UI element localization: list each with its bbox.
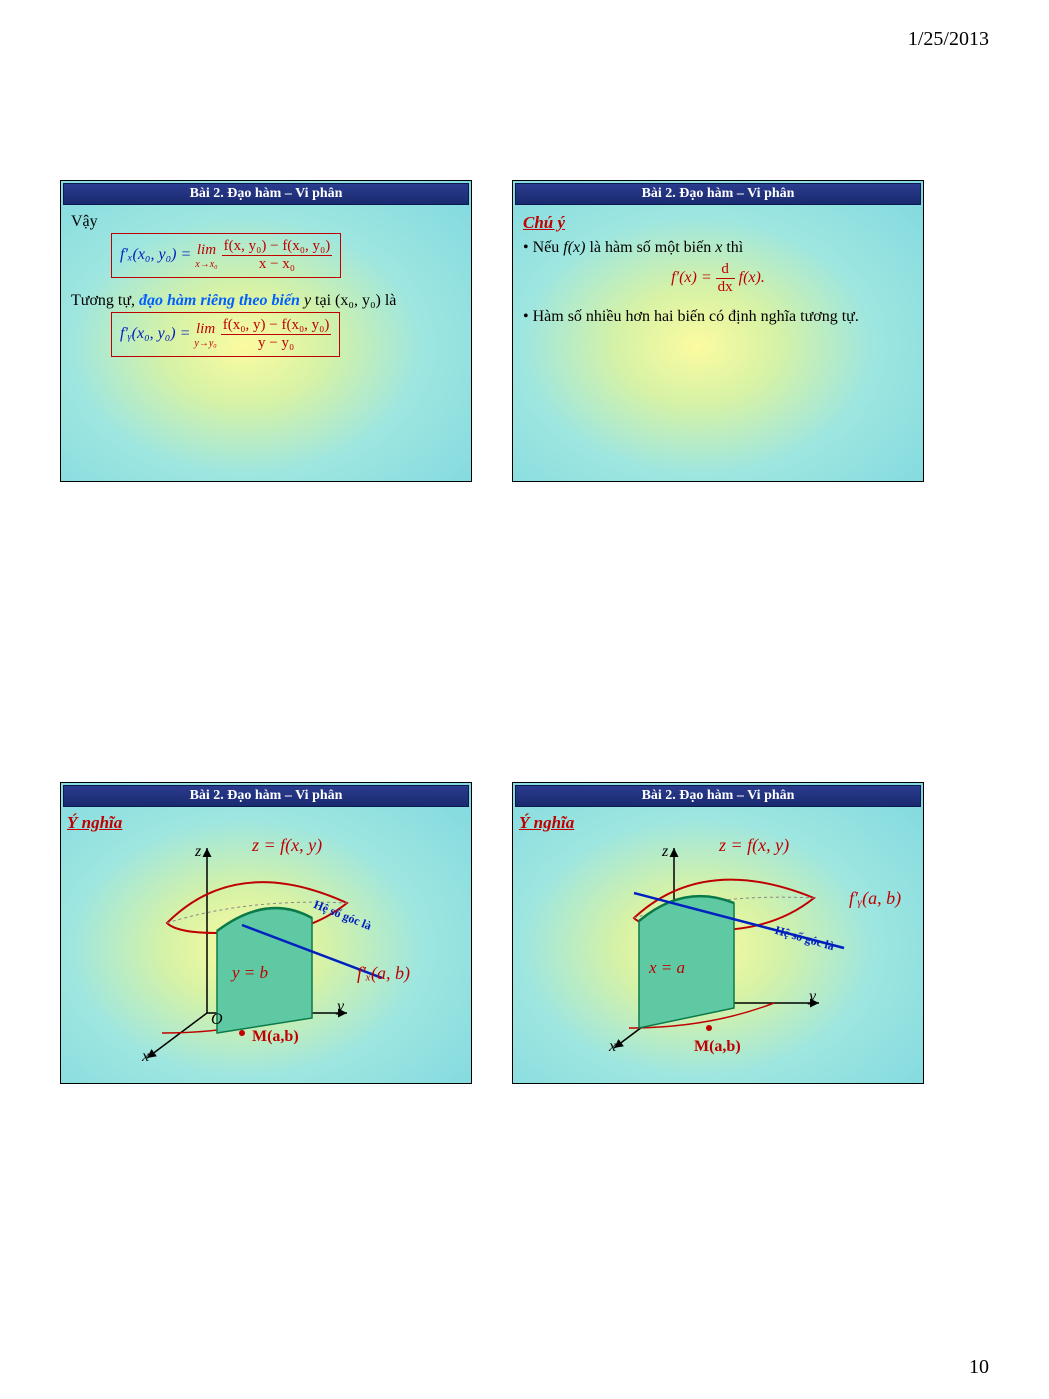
diagram-svg [519, 833, 919, 1073]
axis-z: z [195, 843, 201, 861]
text-line1: • Nếu f(x) là hàm số một biến x thì [523, 239, 913, 257]
axis-y: y [809, 988, 816, 1006]
axis-origin: O [211, 1011, 223, 1029]
slide-title: Bài 2. Đạo hàm – Vi phân [515, 183, 921, 205]
label-chuy: Chú ý [523, 213, 913, 233]
slide-row-2: Bài 2. Đạo hàm – Vi phân Ý nghĩa [60, 782, 990, 1084]
eq-lim: lim x→x₀ [195, 242, 217, 270]
eq-lim: lim y→y₀ [194, 321, 216, 349]
axis-x: x [142, 1048, 149, 1066]
diagram-fx: z y x O z = f(x, y) y = b f′ₓ(a, b) Hệ s… [67, 833, 465, 1073]
label-plane: x = a [649, 958, 685, 978]
slide-title: Bài 2. Đạo hàm – Vi phân [63, 785, 469, 807]
slide-4: Bài 2. Đạo hàm – Vi phân Ý nghĩa [512, 782, 924, 1084]
axis-y: y [337, 998, 344, 1016]
text-tuongtu: Tương tự, đạo hàm riêng theo biến y tại … [71, 292, 461, 310]
equation-fy: f′ᵧ(x₀, y₀) = lim y→y₀ f(x₀, y) − f(x₀, … [111, 312, 340, 357]
text-line2: • Hàm số nhiều hơn hai biến có định nghĩ… [523, 308, 913, 326]
label-deriv: f′ₓ(a, b) [357, 963, 410, 984]
label-ynghia: Ý nghĩa [67, 813, 465, 833]
slide-1: Bài 2. Đạo hàm – Vi phân Vậy f′ₓ(x₀, y₀)… [60, 180, 472, 482]
eq-lhs: f′ᵧ(x₀, y₀) = [120, 325, 190, 342]
slide-grid: Bài 2. Đạo hàm – Vi phân Vậy f′ₓ(x₀, y₀)… [60, 180, 990, 1384]
diagram-fy: z y x z = f(x, y) x = a f′ᵧ(a, b) Hệ số … [519, 833, 917, 1073]
slide-body: Ý nghĩa [513, 809, 923, 1077]
slide-2: Bài 2. Đạo hàm – Vi phân Chú ý • Nếu f(x… [512, 180, 924, 482]
slide-title: Bài 2. Đạo hàm – Vi phân [63, 183, 469, 205]
axis-z: z [662, 843, 668, 861]
equation-fx: f′ₓ(x₀, y₀) = lim x→x₀ f(x, y₀) − f(x₀, … [111, 233, 341, 278]
label-point: M(a,b) [694, 1038, 741, 1056]
label-plane: y = b [232, 963, 268, 983]
label-point: M(a,b) [252, 1028, 299, 1046]
eq-frac: f(x, y₀) − f(x₀, y₀) x − x₀ [222, 238, 333, 273]
eq-lhs: f′ₓ(x₀, y₀) = [120, 246, 191, 263]
slide-body: Chú ý • Nếu f(x) là hàm số một biến x th… [513, 207, 923, 332]
slide-3: Bài 2. Đạo hàm – Vi phân Ý nghĩa [60, 782, 472, 1084]
label-ynghia: Ý nghĩa [519, 813, 917, 833]
slide-row-1: Bài 2. Đạo hàm – Vi phân Vậy f′ₓ(x₀, y₀)… [60, 180, 990, 482]
label-deriv: f′ᵧ(a, b) [849, 888, 901, 909]
axis-x: x [609, 1038, 616, 1056]
slide-body: Ý nghĩa [61, 809, 471, 1077]
equation-single-var: f′(x) = d dx f(x). [523, 261, 913, 296]
eq-frac: d dx [716, 261, 735, 296]
page-date: 1/25/2013 [908, 28, 989, 51]
label-surface: z = f(x, y) [252, 835, 322, 856]
label-surface: z = f(x, y) [719, 835, 789, 856]
slide-body: Vậy f′ₓ(x₀, y₀) = lim x→x₀ f(x, y₀) − f(… [61, 207, 471, 369]
eq-frac: f(x₀, y) − f(x₀, y₀) y − y₀ [221, 317, 332, 352]
text-vay: Vậy [71, 213, 461, 231]
slide-title: Bài 2. Đạo hàm – Vi phân [515, 785, 921, 807]
